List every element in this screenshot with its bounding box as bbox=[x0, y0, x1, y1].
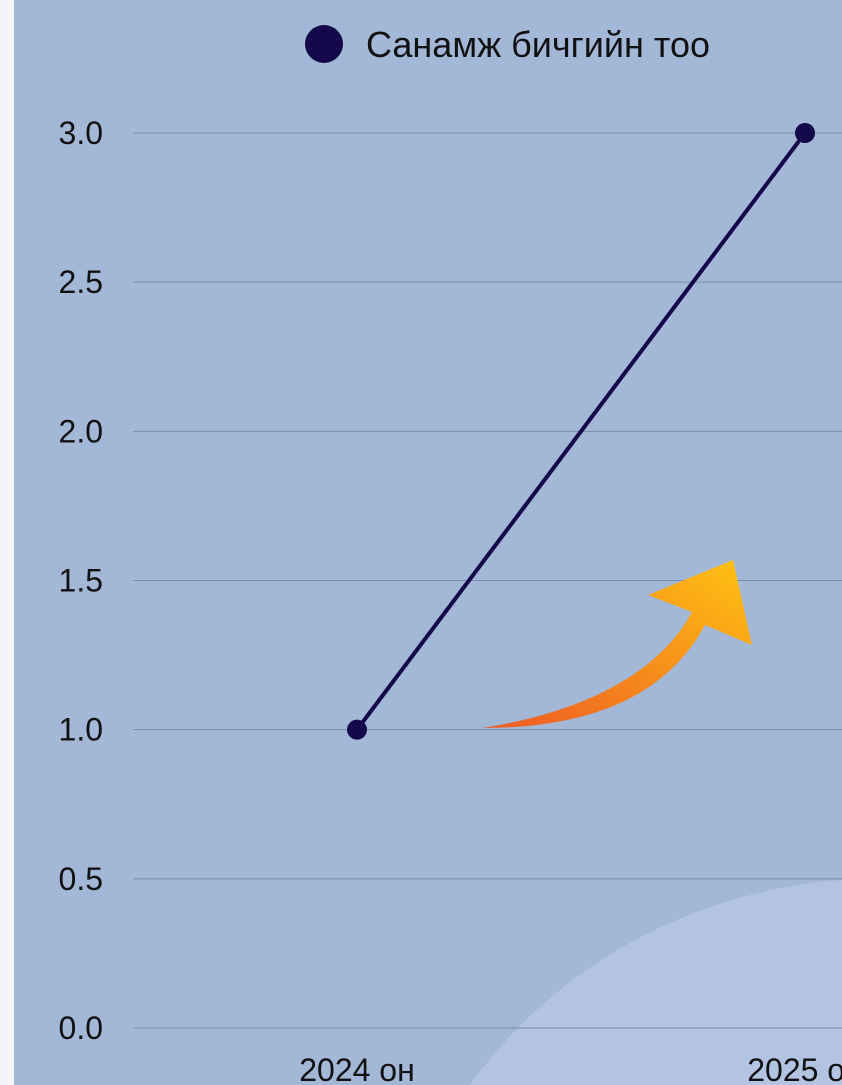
data-point bbox=[347, 719, 367, 740]
y-tick-label: 0.0 bbox=[59, 1010, 103, 1046]
legend: Санамж бичгийн тоо bbox=[305, 24, 710, 65]
y-axis-ticks: 0.0 0.5 1.0 1.5 2.0 2.5 3.0 bbox=[59, 115, 103, 1046]
y-tick-label: 1.0 bbox=[59, 712, 103, 748]
series-line bbox=[355, 131, 807, 731]
y-tick-label: 0.5 bbox=[59, 861, 103, 897]
series-layer bbox=[347, 123, 815, 740]
background-highlight-shape bbox=[470, 880, 842, 1085]
data-point bbox=[795, 123, 815, 143]
y-tick-label: 1.5 bbox=[59, 563, 103, 599]
x-axis-ticks: 2024 он 2025 он bbox=[299, 1052, 842, 1085]
grid-lines bbox=[133, 132, 842, 1029]
y-tick-label: 3.0 bbox=[59, 115, 103, 151]
y-tick-label: 2.5 bbox=[59, 264, 103, 300]
upward-trend-arrow-icon bbox=[482, 560, 752, 728]
x-tick-label: 2025 он bbox=[747, 1052, 842, 1085]
legend-marker bbox=[305, 25, 343, 63]
y-tick-label: 2.0 bbox=[59, 413, 103, 449]
x-tick-label: 2024 он bbox=[299, 1052, 415, 1085]
legend-label: Санамж бичгийн тоо bbox=[366, 24, 710, 65]
left-margin-strip bbox=[0, 0, 14, 1085]
